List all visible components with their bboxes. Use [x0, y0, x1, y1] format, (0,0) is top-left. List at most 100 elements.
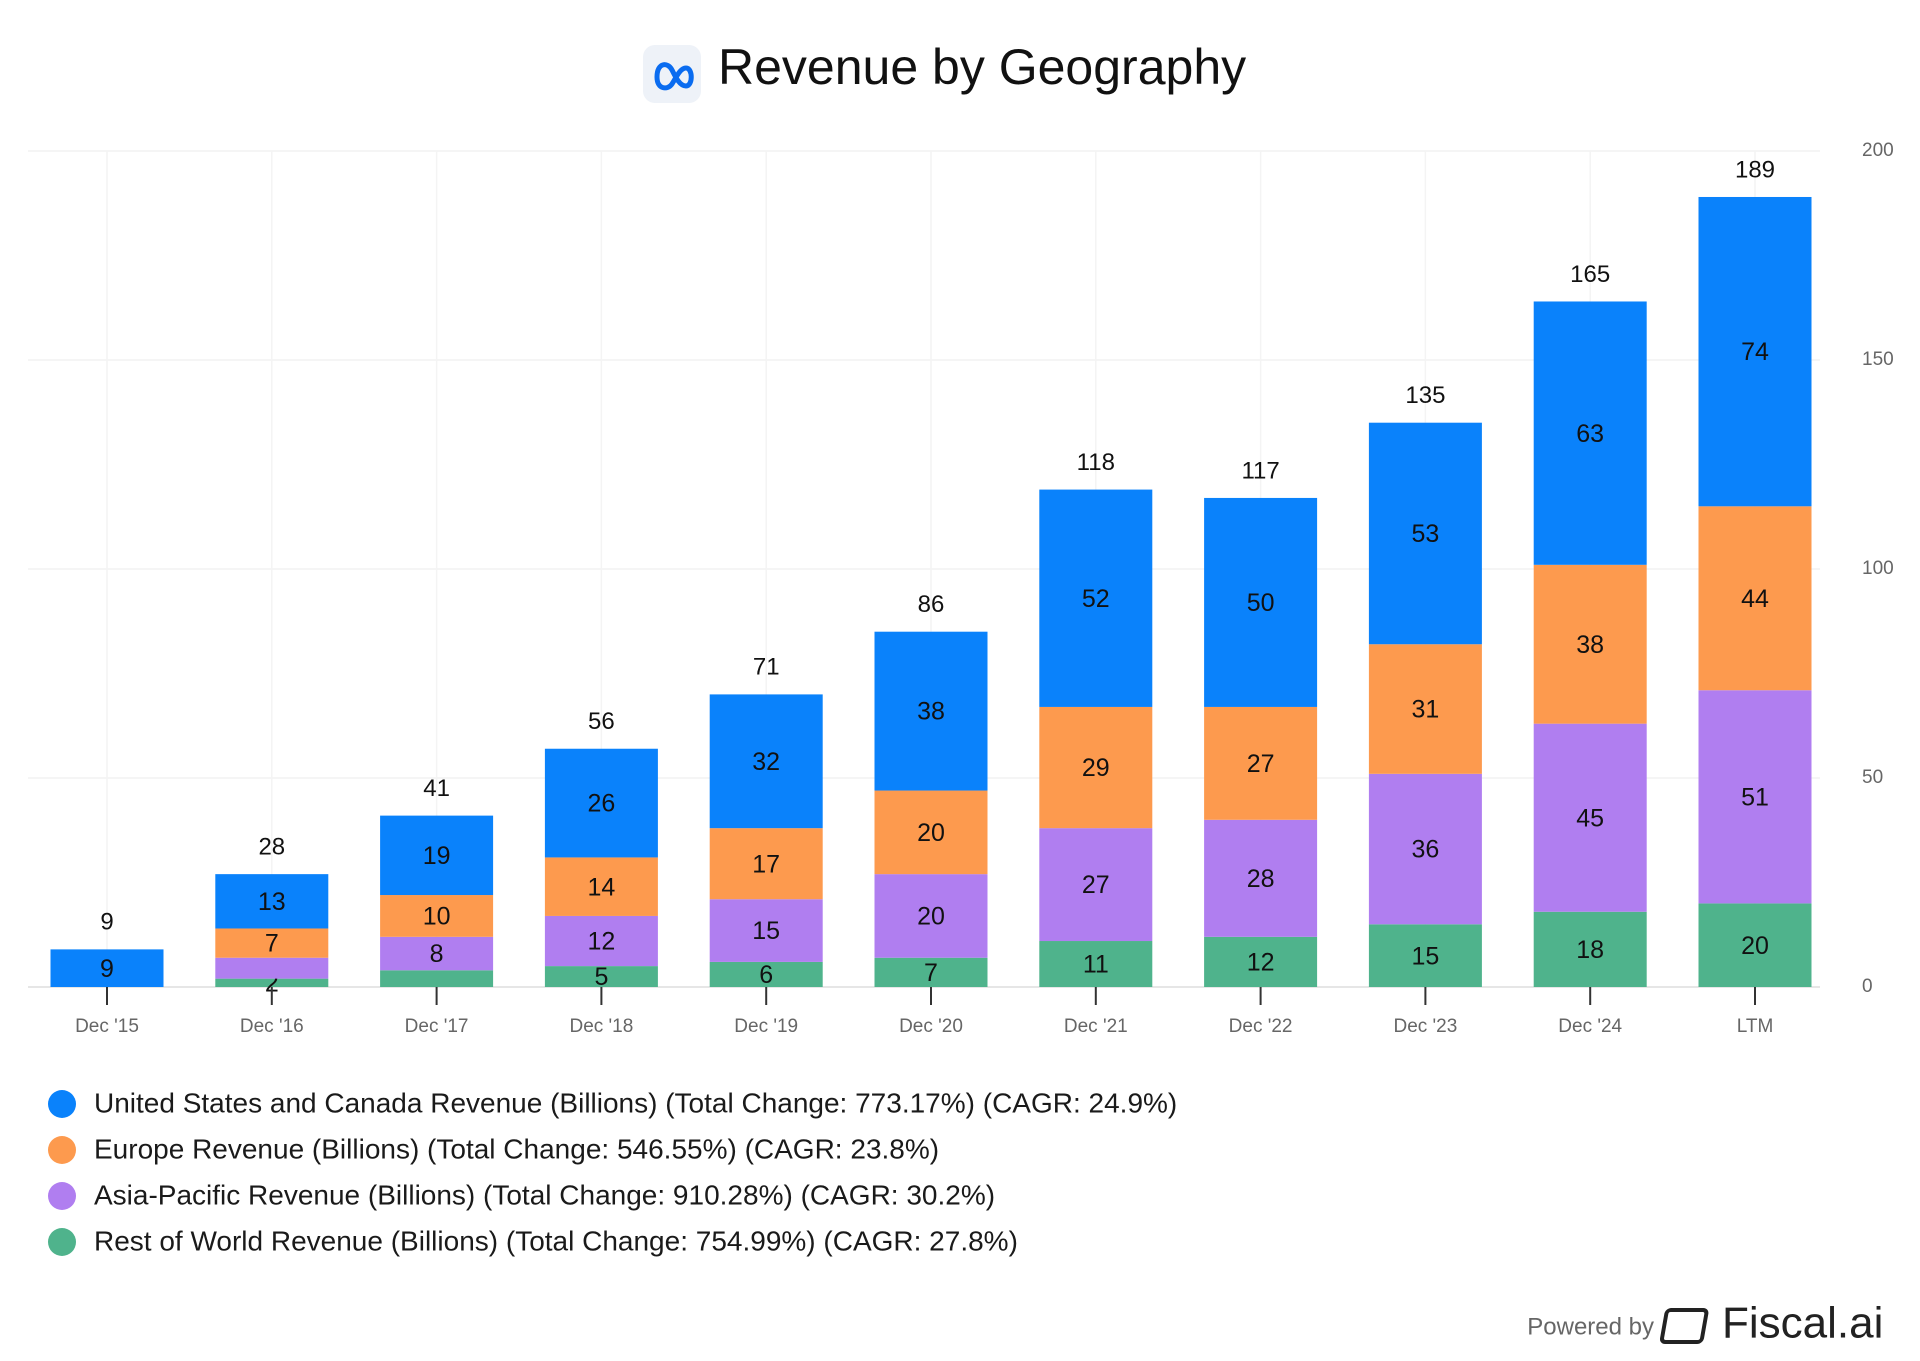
segment-label: 20: [917, 819, 945, 847]
total-label: 117: [1241, 457, 1279, 484]
total-label: 135: [1405, 382, 1445, 409]
segment-label: 13: [258, 888, 286, 916]
footer-icon: [1659, 1308, 1709, 1344]
bar-segment: [1039, 489, 1153, 707]
x-tick-label: Dec '15: [75, 1016, 139, 1037]
segment-label: 7: [265, 930, 279, 958]
segment-label: 63: [1576, 420, 1604, 448]
bar-segment: [215, 928, 329, 958]
legend-label: United States and Canada Revenue (Billio…: [94, 1087, 1177, 1118]
bar-segment: [1533, 911, 1647, 987]
segment-label: 17: [752, 850, 780, 878]
segment-label: 45: [1576, 804, 1604, 832]
segment-label: 9: [100, 955, 114, 983]
segment-label: 27: [1247, 750, 1275, 778]
total-label: 71: [753, 654, 780, 681]
logo: [654, 62, 694, 91]
x-tick-label: Dec '17: [405, 1016, 469, 1037]
bar-segment: [544, 748, 658, 858]
x-tick-label: Dec '20: [899, 1016, 963, 1037]
y-tick-label: 200: [1862, 140, 1894, 161]
segment-label: 5: [594, 963, 608, 991]
bar-segment: [1698, 903, 1812, 987]
bar-segment: [380, 936, 494, 971]
bar-segment: [709, 961, 823, 987]
segment-label: 12: [587, 928, 615, 956]
segment-label: 38: [917, 698, 945, 726]
bar-segment: [1533, 301, 1647, 565]
footer-brand: Fiscal.ai: [1722, 1299, 1883, 1348]
bar-segment: [874, 957, 988, 987]
bar-segment: [1368, 644, 1482, 774]
bar-segment: [215, 874, 329, 929]
bar-segment: [874, 874, 988, 958]
segment-label: 52: [1082, 585, 1110, 613]
x-tick-label: LTM: [1737, 1016, 1774, 1037]
bar-segment: [874, 790, 988, 875]
segment-label: 29: [1082, 754, 1110, 782]
segment-label: 32: [752, 748, 780, 776]
segment-label: 19: [423, 842, 451, 870]
bar-segment: [380, 970, 494, 987]
segment-label: 15: [752, 917, 780, 945]
total-label: 165: [1570, 261, 1610, 288]
x-tick-label: Dec '18: [569, 1016, 633, 1037]
bar-segment: [215, 957, 329, 979]
segment-label: 28: [1247, 865, 1275, 893]
legend-marker: [48, 1182, 76, 1210]
bar-segment: [215, 978, 329, 987]
total-label: 41: [423, 775, 450, 802]
segment-label: 36: [1411, 836, 1439, 864]
segment-label: 31: [1411, 696, 1439, 724]
segment-label: 20: [917, 903, 945, 931]
segment-label: 44: [1741, 585, 1769, 613]
segment-label: 18: [1576, 936, 1604, 964]
segment-label: 51: [1741, 783, 1769, 811]
y-tick-label: 50: [1862, 767, 1883, 788]
legend-label: Asia-Pacific Revenue (Billions) (Total C…: [94, 1179, 995, 1210]
bar-segment: [1039, 706, 1153, 829]
bar-segment: [709, 899, 823, 962]
total-label: 118: [1077, 449, 1115, 476]
total-label: 56: [588, 708, 615, 735]
segment-label: 11: [1083, 951, 1109, 979]
segment-label: 38: [1576, 631, 1604, 659]
chart-title: Revenue by Geography: [718, 39, 1246, 95]
y-tick-label: 150: [1862, 349, 1894, 370]
total-label: 9: [100, 909, 113, 936]
x-tick-label: Dec '23: [1393, 1016, 1457, 1037]
bar-segment: [1698, 506, 1812, 691]
segment-label: 50: [1247, 589, 1275, 617]
segment-label: 10: [423, 903, 451, 931]
bar-segment: [1368, 422, 1482, 645]
legend-marker: [48, 1136, 76, 1164]
segment-label: 26: [587, 790, 615, 818]
bar-segment: [380, 815, 494, 896]
bar-segment: [1698, 690, 1812, 904]
bar-segment: [1368, 773, 1482, 925]
bar-segment: [1368, 924, 1482, 987]
bar-segment: [874, 631, 988, 791]
bar-segment: [1039, 941, 1153, 987]
bar-segment: [1204, 497, 1318, 707]
bar-segment: [1533, 564, 1647, 724]
y-tick-label: 0: [1862, 976, 1873, 997]
segment-label: 6: [759, 961, 773, 989]
segment-label: 14: [587, 873, 615, 901]
x-tick-label: Dec '21: [1064, 1016, 1128, 1037]
bar-segment: [1533, 723, 1647, 912]
segment-label: 15: [1411, 942, 1439, 970]
legend-marker: [48, 1090, 76, 1118]
bar-segment: [544, 915, 658, 967]
bar-segment: [380, 895, 494, 937]
legend-label: Rest of World Revenue (Billions) (Total …: [94, 1225, 1018, 1256]
segment-label: 8: [430, 940, 444, 968]
segment-label: 20: [1741, 932, 1769, 960]
x-tick-label: Dec '24: [1558, 1016, 1622, 1037]
bar-segment: [1698, 196, 1812, 507]
x-tick-label: Dec '16: [240, 1016, 304, 1037]
bar-segment: [544, 966, 658, 987]
segment-label: 74: [1741, 338, 1769, 366]
legend-marker: [48, 1228, 76, 1256]
